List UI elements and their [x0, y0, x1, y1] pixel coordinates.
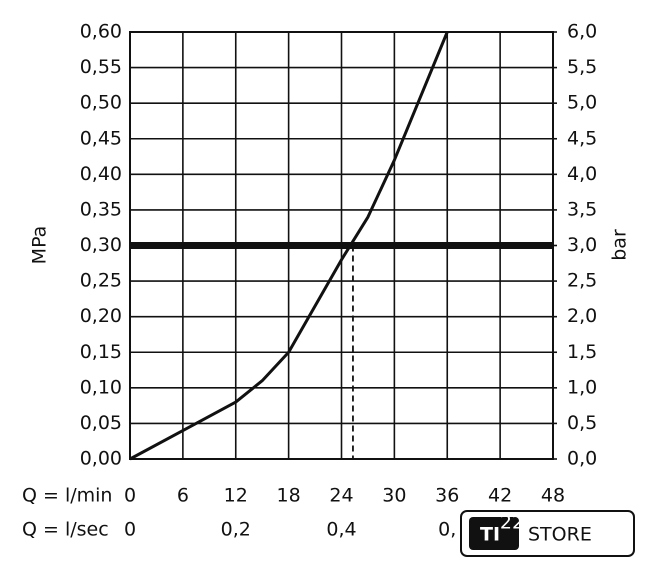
y2-tick-label: 2,0 — [567, 305, 597, 327]
y2-tick-label: 2,5 — [567, 270, 597, 292]
y2-tick-label: 5,5 — [567, 56, 597, 78]
x2-tick-label: 0 — [124, 519, 136, 541]
x-tick-label: 48 — [541, 485, 565, 507]
y-tick-label: 0,40 — [80, 163, 122, 185]
watermark-text: STORE — [528, 524, 592, 546]
x2-tick-label: 0, — [438, 519, 456, 541]
y-tick-label: 0,35 — [80, 198, 122, 220]
y-tick-label: 0,05 — [80, 412, 122, 434]
y2-tick-label: 4,5 — [567, 127, 597, 149]
y2-tick-label: 0,0 — [567, 448, 597, 470]
x2-tick-label: 0,2 — [221, 519, 251, 541]
y2-tick-label: 1,0 — [567, 376, 597, 398]
y2-axis-label: bar — [609, 229, 631, 261]
y-tick-label: 0,10 — [80, 376, 122, 398]
y-tick-label: 0,45 — [80, 127, 122, 149]
x-tick-label: 18 — [277, 485, 301, 507]
y-tick-label: 0,55 — [80, 56, 122, 78]
y-axis-label: MPa — [29, 226, 51, 265]
y2-tick-label: 3,5 — [567, 198, 597, 220]
x2-axis-label: Q = l/sec — [22, 519, 109, 541]
y-tick-label: 0,30 — [80, 234, 122, 256]
x-tick-label: 24 — [329, 485, 353, 507]
y2-tick-label: 5,0 — [567, 92, 597, 114]
y2-tick-label: 3,0 — [567, 234, 597, 256]
x-tick-label: 30 — [382, 485, 406, 507]
y2-tick-label: 6,0 — [567, 21, 597, 43]
watermark-number: 22 — [500, 512, 524, 534]
x2-tick-label: 0,4 — [326, 519, 356, 541]
x-tick-label: 36 — [435, 485, 459, 507]
y2-tick-label: 4,0 — [567, 163, 597, 185]
y2-tick-label: 0,5 — [567, 412, 597, 434]
y-tick-label: 0,00 — [80, 448, 122, 470]
y-tick-label: 0,15 — [80, 341, 122, 363]
x-tick-label: 12 — [224, 485, 248, 507]
y-tick-label: 0,50 — [80, 92, 122, 114]
x-tick-label: 0 — [124, 485, 136, 507]
x-axis-label: Q = l/min — [22, 485, 112, 507]
curve — [129, 31, 449, 461]
watermark-badge — [469, 517, 519, 550]
y-tick-label: 0,25 — [80, 270, 122, 292]
x-tick-label: 6 — [177, 485, 189, 507]
y-tick-label: 0,20 — [80, 305, 122, 327]
x-tick-label: 42 — [488, 485, 512, 507]
watermark-brand: TI — [480, 524, 500, 546]
y2-tick-label: 1,5 — [567, 341, 597, 363]
y-tick-label: 0,60 — [80, 21, 122, 43]
